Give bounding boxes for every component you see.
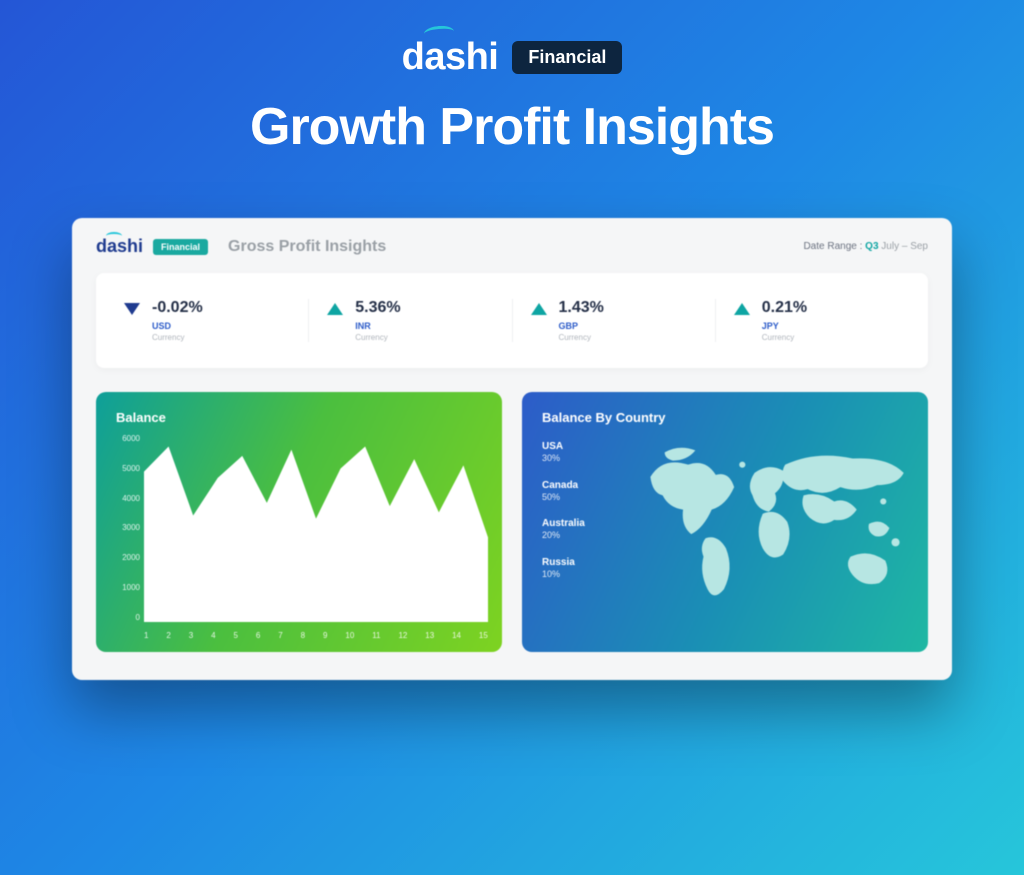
dashboard-title: Gross Profit Insights [228, 238, 386, 256]
stat-value: -0.02% [152, 299, 203, 317]
trend-up-icon [327, 303, 343, 315]
x-tick: 5 [234, 631, 238, 640]
y-tick: 5000 [110, 464, 140, 473]
dashboard-brand: dashi Financial [96, 236, 208, 257]
y-tick: 1000 [110, 583, 140, 592]
stat-card[interactable]: -0.02% USD Currency [106, 299, 309, 342]
hero-banner: dashi Financial Growth Profit Insights [0, 0, 1024, 157]
balance-chart [144, 434, 488, 622]
country-value: 50% [542, 492, 560, 502]
x-tick: 2 [166, 631, 170, 640]
country-name: USA [542, 440, 585, 453]
date-range[interactable]: Date Range : Q3 July – Sep [803, 241, 928, 252]
dashboard-brand-badge: Financial [153, 239, 208, 255]
panel-row: Balance 6000500040003000200010000 123456… [72, 368, 952, 652]
stat-value: 1.43% [559, 299, 604, 317]
dashboard-header: dashi Financial Gross Profit Insights Da… [72, 236, 952, 273]
dashboard-brand-logo: dashi [96, 236, 143, 257]
trend-up-icon [531, 303, 547, 315]
stat-sublabel: Currency [762, 333, 807, 342]
y-tick: 3000 [110, 523, 140, 532]
stat-label: INR [355, 321, 400, 331]
stat-row: -0.02% USD Currency 5.36% INR Currency 1… [96, 273, 928, 368]
date-range-detail: July – Sep [881, 241, 928, 252]
x-tick: 1 [144, 631, 148, 640]
stat-card[interactable]: 0.21% JPY Currency [716, 299, 918, 342]
hero-title: Growth Profit Insights [0, 97, 1024, 157]
country-item: Canada50% [542, 479, 585, 504]
country-name: Russia [542, 556, 585, 569]
stat-card[interactable]: 1.43% GBP Currency [513, 299, 716, 342]
stat-sublabel: Currency [355, 333, 400, 342]
stat-value: 5.36% [355, 299, 400, 317]
hero-logo: dashi Financial [402, 36, 623, 79]
country-name: Canada [542, 479, 585, 492]
y-tick: 0 [110, 613, 140, 622]
trend-up-icon [734, 303, 750, 315]
x-tick: 6 [256, 631, 260, 640]
country-name: Australia [542, 517, 585, 530]
country-item: Australia20% [542, 517, 585, 542]
balance-panel[interactable]: Balance 6000500040003000200010000 123456… [96, 392, 502, 652]
world-map-icon [632, 422, 918, 634]
stat-label: GBP [559, 321, 604, 331]
stat-label: USD [152, 321, 203, 331]
country-value: 20% [542, 530, 560, 540]
country-list: USA30% Canada50% Australia20% Russia10% [542, 440, 585, 595]
y-tick: 4000 [110, 494, 140, 503]
x-tick: 13 [425, 631, 434, 640]
x-tick: 4 [211, 631, 215, 640]
x-tick: 11 [372, 631, 380, 640]
x-tick: 3 [189, 631, 193, 640]
country-item: USA30% [542, 440, 585, 465]
x-tick: 10 [345, 631, 354, 640]
country-value: 30% [542, 453, 560, 463]
x-tick: 12 [398, 631, 407, 640]
stat-card[interactable]: 5.36% INR Currency [309, 299, 512, 342]
x-tick: 14 [452, 631, 461, 640]
x-tick: 8 [301, 631, 305, 640]
stat-value: 0.21% [762, 299, 807, 317]
balance-by-country-panel[interactable]: Balance By Country USA30%Canada50%Austra… [522, 392, 928, 652]
x-tick: 9 [323, 631, 327, 640]
balance-x-axis: 123456789101112131415 [144, 631, 488, 640]
stat-sublabel: Currency [559, 333, 604, 342]
y-tick: 2000 [110, 553, 140, 562]
hero-logo-text: dashi [402, 36, 499, 79]
hero-badge: Financial [512, 41, 622, 74]
x-tick: 7 [278, 631, 282, 640]
country-item: Russia10% [542, 556, 585, 581]
date-range-value: Q3 [865, 241, 878, 252]
stat-label: JPY [762, 321, 807, 331]
trend-down-icon [124, 303, 140, 315]
date-range-label: Date Range : [803, 241, 862, 252]
dashboard-card: dashi Financial Gross Profit Insights Da… [72, 218, 952, 680]
stat-sublabel: Currency [152, 333, 203, 342]
y-tick: 6000 [110, 434, 140, 443]
balance-title: Balance [116, 410, 482, 425]
balance-y-axis: 6000 5000 4000 3000 2000 1000 0 [110, 434, 140, 622]
country-value: 10% [542, 569, 560, 579]
x-tick: 15 [479, 631, 488, 640]
